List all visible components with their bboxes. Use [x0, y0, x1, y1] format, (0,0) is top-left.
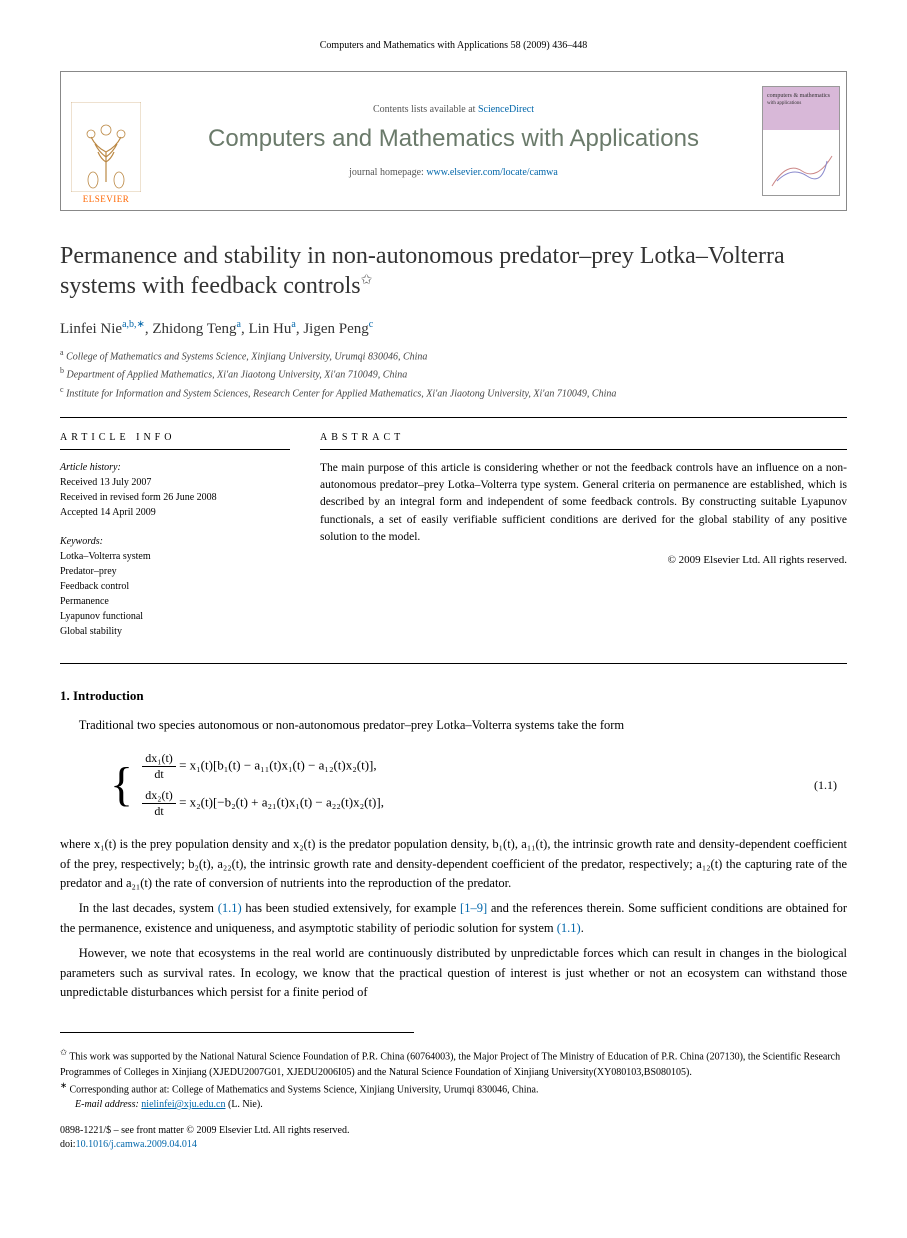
equation: { dx₁(t)dt = x₁(t)[b₁(t) − a₁₁(t)x₁(t) −…: [110, 745, 847, 825]
footnote-rule: [60, 1032, 414, 1041]
paragraph: Traditional two species autonomous or no…: [60, 716, 847, 735]
affiliation: a College of Mathematics and Systems Sci…: [60, 348, 847, 362]
author-list: Linfei Niea,b,∗, Zhidong Tenga, Lin Hua,…: [60, 319, 847, 338]
abstract-heading: ABSTRACT: [320, 432, 847, 450]
homepage-link[interactable]: www.elsevier.com/locate/camwa: [426, 167, 558, 178]
article-title: Permanence and stability in non-autonomo…: [60, 241, 847, 301]
article-info-heading: ARTICLE INFO: [60, 432, 290, 450]
author: Linfei Niea,b,∗: [60, 321, 145, 337]
running-header: Computers and Mathematics with Applicati…: [60, 40, 847, 51]
email-link[interactable]: nielinfei@xju.edu.cn: [141, 1099, 225, 1110]
copyright: © 2009 Elsevier Ltd. All rights reserved…: [320, 554, 847, 566]
article-history: Article history: Received 13 July 2007 R…: [60, 460, 290, 520]
cover-art-icon: [767, 141, 837, 191]
doi-block: 0898-1221/$ – see front matter © 2009 El…: [60, 1124, 847, 1152]
cover-subtitle-text: with applications: [767, 101, 801, 106]
journal-name: Computers and Mathematics with Applicati…: [208, 125, 699, 153]
abstract-text: The main purpose of this article is cons…: [320, 460, 847, 546]
footnotes: ✩ This work was supported by the Nationa…: [60, 1047, 847, 1112]
author: Jigen Pengc: [303, 321, 373, 337]
contents-available: Contents lists available at ScienceDirec…: [373, 104, 534, 115]
publisher-name: ELSEVIER: [83, 194, 130, 204]
elsevier-tree-icon: [71, 102, 141, 192]
affiliation: b Department of Applied Mathematics, Xi'…: [60, 366, 847, 380]
journal-homepage: journal homepage: www.elsevier.com/locat…: [349, 167, 558, 178]
citation-link[interactable]: [1–9]: [460, 901, 487, 915]
journal-cover: computers & mathematics with application…: [756, 72, 846, 210]
paragraph: However, we note that ecosystems in the …: [60, 944, 847, 1002]
author: Lin Hua: [248, 321, 295, 337]
paragraph: In the last decades, system (1.1) has be…: [60, 899, 847, 938]
paragraph: where x₁(t) is the prey population densi…: [60, 835, 847, 893]
divider: [60, 663, 847, 664]
ref-link[interactable]: (1.1): [557, 921, 581, 935]
keywords: Keywords: Lotka–Volterra system Predator…: [60, 534, 290, 639]
divider: [60, 417, 847, 418]
author: Zhidong Tenga: [152, 321, 241, 337]
equation-number: (1.1): [814, 778, 847, 793]
journal-banner: ELSEVIER Contents lists available at Sci…: [60, 71, 847, 211]
sciencedirect-link[interactable]: ScienceDirect: [478, 104, 534, 115]
section-heading: 1. Introduction: [60, 688, 847, 704]
doi-link[interactable]: 10.1016/j.camwa.2009.04.014: [76, 1139, 197, 1150]
ref-link[interactable]: (1.1): [218, 901, 242, 915]
publisher-logo: ELSEVIER: [61, 72, 151, 210]
cover-title-text: computers & mathematics: [767, 93, 830, 99]
affiliation: c Institute for Information and System S…: [60, 385, 847, 399]
